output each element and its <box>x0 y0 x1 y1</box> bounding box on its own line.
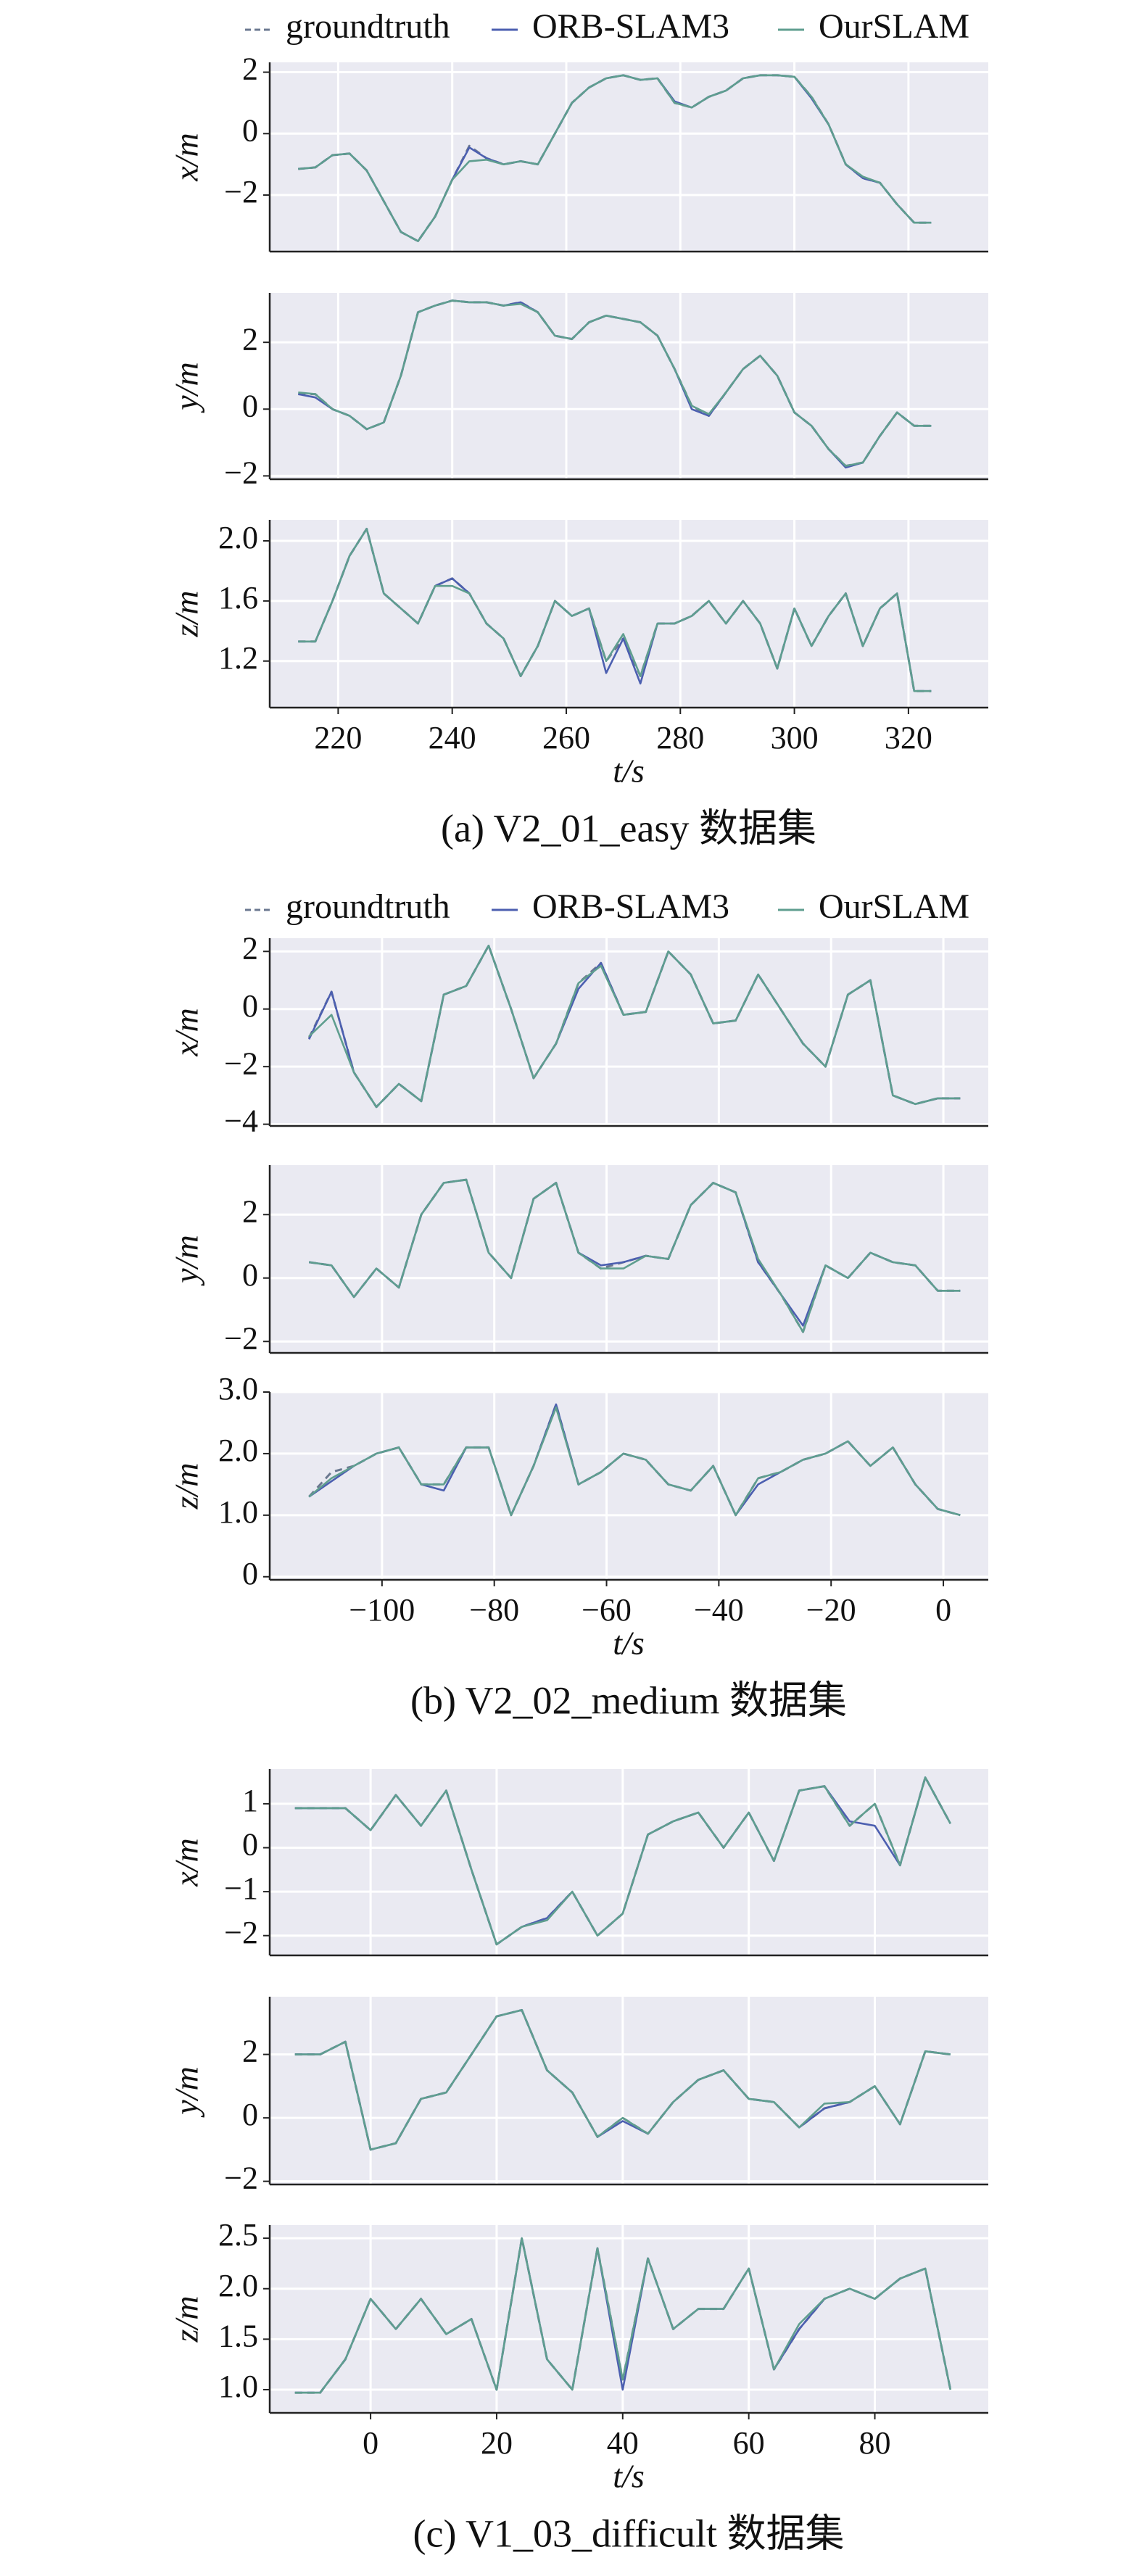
legend-label: groundtruth <box>286 887 450 926</box>
series-line <box>308 1406 961 1517</box>
y-tick-label: 0 <box>242 988 258 1024</box>
x-tick-label: −100 <box>349 1592 415 1628</box>
x-tick-label: 300 <box>771 720 819 755</box>
x-tick-label: −80 <box>469 1592 519 1628</box>
x-axis-label: t/s <box>613 1625 644 1662</box>
y-tick-label: 1.0 <box>218 1494 258 1530</box>
x-axis-label: t/s <box>613 2458 644 2495</box>
plot-background <box>270 1769 988 1955</box>
plot-background <box>270 1165 988 1353</box>
y-tick-label: 0 <box>242 388 258 423</box>
legend-label: ORB-SLAM3 <box>532 7 729 46</box>
y-tick-label: 0 <box>242 112 258 148</box>
y-tick-label: 1.2 <box>218 640 258 676</box>
series-line <box>294 1776 951 1946</box>
y-axis-label: y/m <box>168 1235 205 1285</box>
y-tick-label: 1.0 <box>218 2369 258 2404</box>
caption: (b) V2_02_medium 数据集 <box>410 1678 847 1722</box>
x-tick-label: 0 <box>363 2425 378 2461</box>
caption: (a) V2_01_easy 数据集 <box>441 806 816 850</box>
y-axis-label: y/m <box>168 362 205 413</box>
y-axis-label: z/m <box>168 1463 205 1510</box>
y-tick-label: 2 <box>242 51 258 87</box>
y-axis-label: y/m <box>168 2066 205 2117</box>
x-tick-label: 220 <box>314 720 362 755</box>
y-tick-label: −2 <box>224 2161 258 2196</box>
plot-background <box>270 1392 988 1580</box>
y-tick-label: 3.0 <box>218 1371 258 1407</box>
y-tick-label: 0 <box>242 1257 258 1293</box>
x-tick-label: −60 <box>582 1592 632 1628</box>
y-tick-label: 2 <box>242 2034 258 2069</box>
y-tick-label: −1 <box>224 1871 258 1906</box>
y-tick-label: 2.5 <box>218 2217 258 2253</box>
x-tick-label: −20 <box>806 1592 856 1628</box>
y-tick-label: −2 <box>224 1045 258 1081</box>
y-tick-label: 2.0 <box>218 520 258 555</box>
x-tick-label: 20 <box>481 2425 513 2461</box>
legend-label: OurSLAM <box>819 7 969 46</box>
plot-background <box>270 2225 988 2413</box>
y-tick-label: −4 <box>224 1103 258 1139</box>
y-tick-label: 1 <box>242 1783 258 1818</box>
y-axis-label: x/m <box>168 1008 205 1056</box>
x-axis-label: t/s <box>613 753 644 790</box>
y-tick-label: 0 <box>242 2097 258 2132</box>
y-tick-label: 2 <box>242 1193 258 1229</box>
y-tick-label: 2.0 <box>218 2268 258 2303</box>
x-tick-label: 240 <box>429 720 476 755</box>
y-tick-label: 1.6 <box>218 580 258 616</box>
series-line <box>298 74 932 242</box>
y-axis-label: z/m <box>168 591 205 638</box>
series-line <box>298 528 932 692</box>
y-axis-label: x/m <box>168 133 205 181</box>
legend-label: groundtruth <box>286 7 450 46</box>
x-tick-label: 280 <box>656 720 704 755</box>
series-line <box>309 1178 961 1333</box>
series-line <box>294 2237 952 2394</box>
y-tick-label: 2 <box>242 930 258 966</box>
y-tick-label: 0 <box>242 1827 258 1863</box>
x-tick-label: −40 <box>694 1592 744 1628</box>
x-tick-label: 320 <box>885 720 932 755</box>
caption: (c) V1_03_difficult 数据集 <box>413 2511 845 2555</box>
x-tick-label: 80 <box>859 2425 891 2461</box>
y-axis-label: x/m <box>168 1838 205 1887</box>
plot-background <box>270 520 988 708</box>
legend-label: OurSLAM <box>819 887 969 926</box>
y-tick-label: 0 <box>242 1556 258 1591</box>
legend-label: ORB-SLAM3 <box>532 887 729 926</box>
y-tick-label: −2 <box>224 455 258 490</box>
y-tick-label: −2 <box>224 1915 258 1950</box>
x-tick-label: 60 <box>733 2425 765 2461</box>
y-tick-label: 2.0 <box>218 1433 258 1468</box>
y-tick-label: 1.5 <box>218 2318 258 2353</box>
plot-background <box>270 1997 988 2184</box>
y-tick-label: 2 <box>242 321 258 357</box>
x-tick-label: 40 <box>607 2425 639 2461</box>
series-line <box>298 299 932 467</box>
y-tick-label: −2 <box>224 1320 258 1356</box>
plot-background <box>270 62 988 252</box>
x-tick-label: 260 <box>542 720 590 755</box>
series-line <box>308 945 961 1109</box>
series-line <box>294 2009 951 2151</box>
y-axis-label: z/m <box>168 2296 205 2343</box>
y-tick-label: −2 <box>224 174 258 210</box>
x-tick-label: 0 <box>935 1592 951 1628</box>
plot-background <box>270 293 988 479</box>
